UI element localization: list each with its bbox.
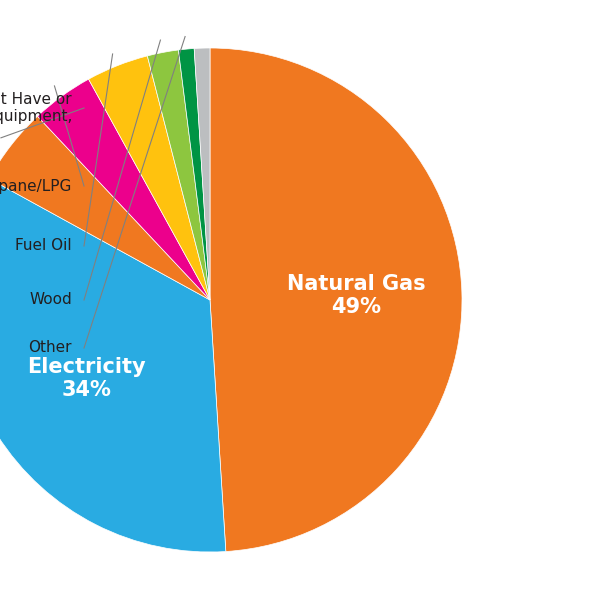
- Text: Do Not Have or
Use Heating Equipment,: Do Not Have or Use Heating Equipment,: [0, 92, 72, 124]
- Wedge shape: [89, 56, 210, 300]
- Text: Electricity
34%: Electricity 34%: [27, 357, 146, 400]
- Wedge shape: [194, 48, 210, 300]
- Text: Natural Gas
49%: Natural Gas 49%: [287, 274, 425, 317]
- Text: Fuel Oil: Fuel Oil: [16, 238, 72, 253]
- Wedge shape: [178, 49, 210, 300]
- Wedge shape: [37, 79, 210, 300]
- Text: Wood: Wood: [29, 292, 72, 307]
- Wedge shape: [0, 179, 226, 552]
- Wedge shape: [148, 50, 210, 300]
- Text: Propane/LPG: Propane/LPG: [0, 179, 72, 193]
- Wedge shape: [0, 116, 210, 300]
- Text: Other: Other: [29, 340, 72, 355]
- Wedge shape: [210, 48, 462, 551]
